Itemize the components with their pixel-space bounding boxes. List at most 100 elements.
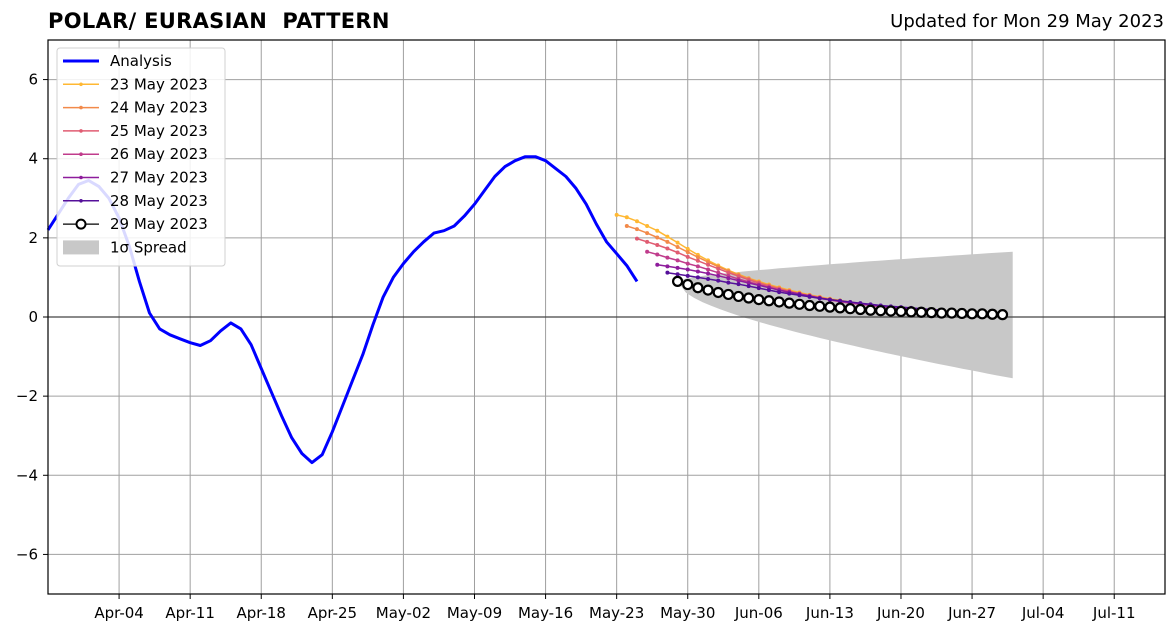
forecast-point <box>797 293 802 298</box>
forecast-point <box>671 275 684 287</box>
legend-entry[interactable]: 25 May 2023 <box>63 122 208 140</box>
forecast-point <box>706 271 711 276</box>
forecast-point <box>746 280 751 285</box>
legend-label: 27 May 2023 <box>110 169 208 187</box>
y-tick-label: −2 <box>16 387 38 405</box>
legend-entry[interactable]: 24 May 2023 <box>63 99 208 117</box>
legend-entry[interactable]: 29 May 2023 <box>63 215 208 233</box>
forecast-point <box>665 246 670 251</box>
forecast-point <box>645 223 650 228</box>
x-tick-label: Jun-13 <box>805 604 854 622</box>
forecast-point <box>793 298 806 310</box>
forecast-point <box>702 284 714 296</box>
legend-box <box>56 47 226 267</box>
forecast-point <box>685 267 690 272</box>
legend-entry[interactable]: 28 May 2023 <box>63 192 208 210</box>
x-tick-label: May-16 <box>518 604 573 622</box>
forecast-point <box>966 308 978 320</box>
forecast-point <box>814 300 826 312</box>
forecast-point <box>695 275 700 280</box>
x-tick-label: Apr-18 <box>236 604 286 622</box>
forecast-point <box>716 266 721 271</box>
forecast-point <box>695 258 700 263</box>
forecast-point <box>976 308 988 320</box>
legend-label: Analysis <box>110 52 172 70</box>
forecast-point <box>895 305 907 318</box>
forecast-point <box>844 303 856 315</box>
x-tick-label: Jun-27 <box>947 604 996 622</box>
forecast-point <box>675 272 680 277</box>
forecast-point <box>675 240 680 245</box>
forecast-point <box>695 269 700 274</box>
forecast-point <box>685 246 690 251</box>
forecast-series <box>671 275 1009 321</box>
forecast-point <box>716 278 721 283</box>
forecast-point <box>716 273 721 278</box>
legend-entry[interactable]: 23 May 2023 <box>63 75 208 93</box>
forecast-point <box>665 264 670 269</box>
forecast-point <box>736 278 741 283</box>
forecast-point <box>824 301 836 313</box>
forecast-point <box>655 252 660 257</box>
y-tick-label: 0 <box>28 308 38 326</box>
forecast-line <box>667 271 942 312</box>
forecast-point <box>996 309 1009 321</box>
forecast-point <box>834 302 846 314</box>
forecast-point <box>685 250 690 255</box>
forecast-point <box>726 280 731 285</box>
forecast-point <box>712 286 724 299</box>
forecast-point <box>756 286 761 291</box>
forecast-point <box>827 297 832 302</box>
x-tick-label: May-30 <box>660 604 715 622</box>
x-tick-label: Apr-11 <box>165 604 215 622</box>
forecast-point <box>685 261 690 266</box>
x-tick-label: Jun-20 <box>876 604 925 622</box>
legend-marker <box>79 152 83 156</box>
legend-entry[interactable]: Analysis <box>63 52 172 70</box>
y-tick-label: −4 <box>16 466 38 484</box>
legend-entry[interactable]: 27 May 2023 <box>63 169 208 187</box>
forecast-point <box>634 236 639 241</box>
forecast-point <box>675 265 680 270</box>
x-tick-label: Apr-04 <box>94 604 144 622</box>
legend-label: 24 May 2023 <box>110 99 208 117</box>
legend-label: 1σ Spread <box>110 238 187 256</box>
y-tick-label: 2 <box>28 229 38 247</box>
updated-date-label: Updated for Mon 29 May 2023 <box>890 11 1164 32</box>
forecast-point <box>915 306 927 318</box>
legend-entry[interactable]: 26 May 2023 <box>63 145 208 163</box>
legend-entry[interactable]: 1σ Spread <box>63 238 187 256</box>
forecast-point <box>655 262 660 267</box>
forecast-point <box>685 254 690 259</box>
legend-label: 26 May 2023 <box>110 145 208 163</box>
forecast-point <box>695 255 700 260</box>
forecast-point <box>665 239 670 244</box>
legend-marker <box>79 82 83 87</box>
forecast-point <box>645 239 650 244</box>
legend-marker <box>79 129 83 133</box>
forecast-point <box>986 308 998 320</box>
forecast-point <box>722 288 734 301</box>
forecast-point <box>726 270 731 275</box>
forecast-point <box>777 290 782 295</box>
forecast-point <box>645 231 650 236</box>
forecast-point <box>763 295 775 307</box>
forecast-point <box>655 235 660 240</box>
forecast-point <box>787 291 792 296</box>
legend[interactable]: Analysis 23 May 2023 24 May 2023 25 May 202… <box>56 47 226 267</box>
forecast-point <box>665 234 670 239</box>
forecast-point <box>692 282 704 294</box>
legend-marker <box>75 218 87 230</box>
forecast-point <box>864 304 877 316</box>
forecast-point <box>848 299 853 304</box>
forecast-point <box>783 297 795 309</box>
x-tick-label: Jul-11 <box>1092 604 1136 622</box>
chart-title: POLAR/ EURASIAN PATTERN <box>48 9 390 33</box>
forecast-point <box>726 276 731 281</box>
forecast-point <box>706 277 711 282</box>
forecast-point <box>685 273 690 278</box>
legend-label: 29 May 2023 <box>110 215 208 233</box>
x-tick-label: Apr-25 <box>308 604 358 622</box>
forecast-point <box>706 267 711 272</box>
